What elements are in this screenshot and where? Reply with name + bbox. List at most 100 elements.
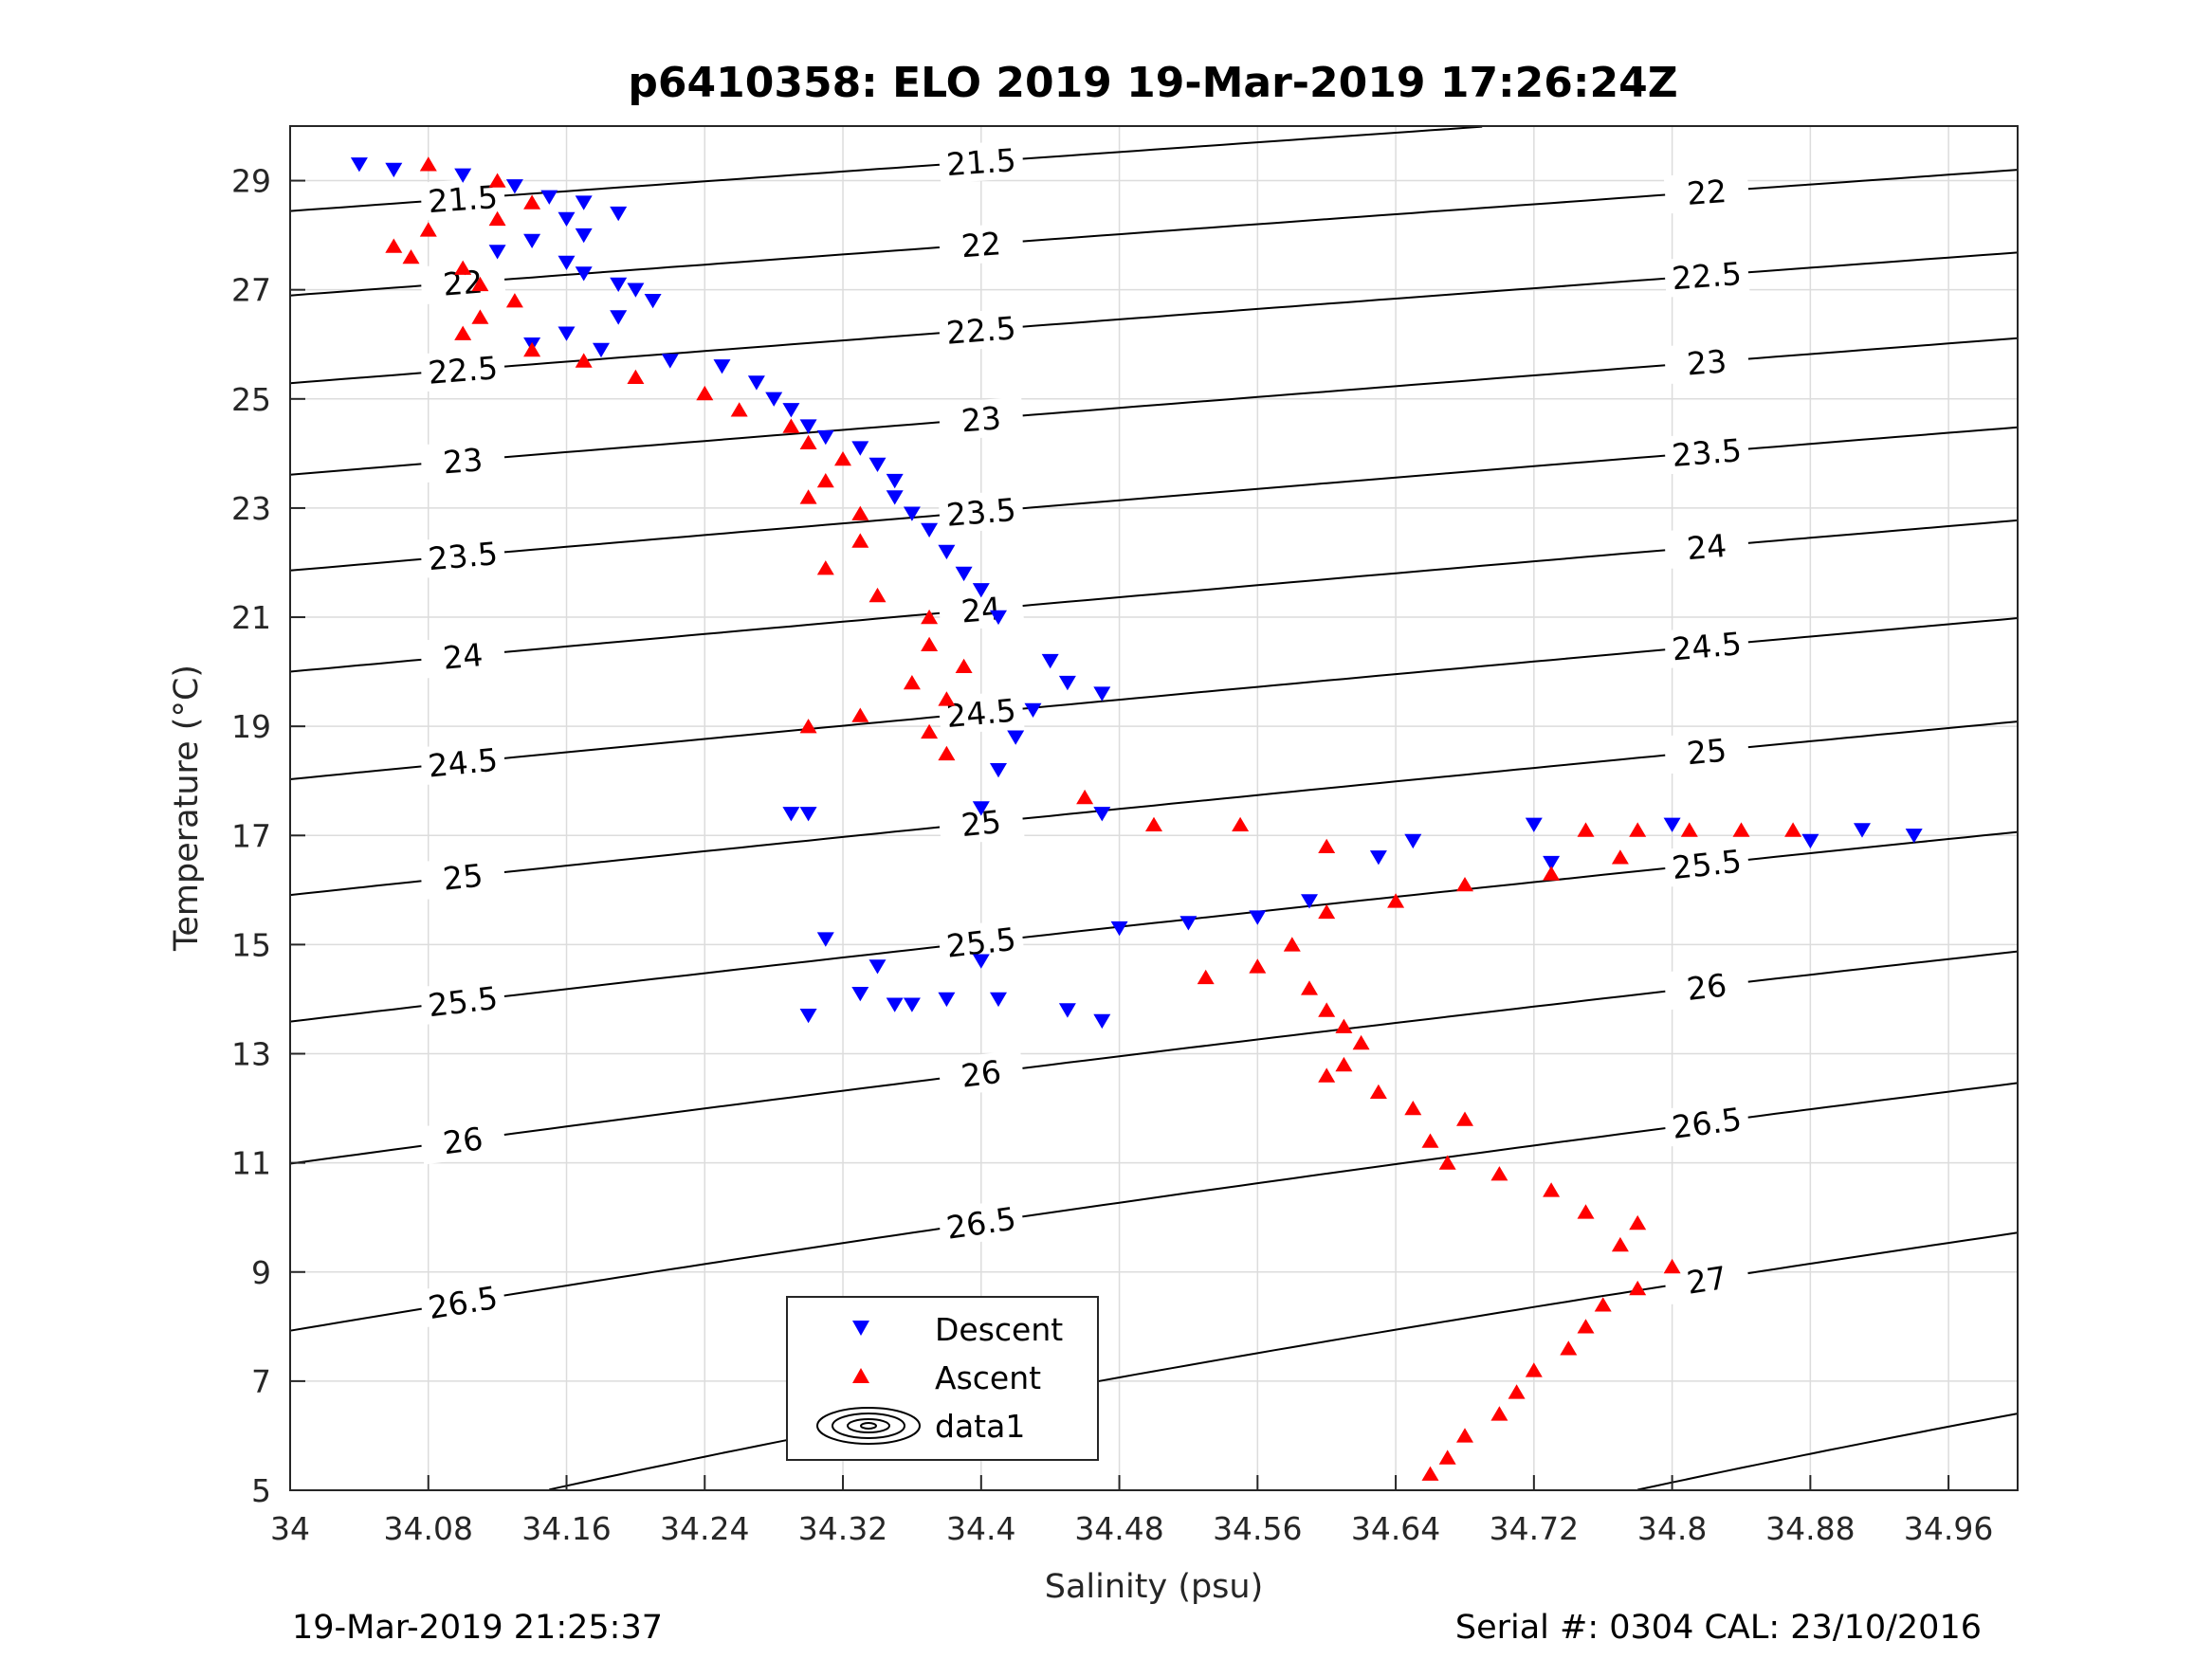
density-label-bg xyxy=(938,689,1025,736)
descent-point xyxy=(782,807,800,822)
series-ascent xyxy=(385,156,1802,1481)
descent-point xyxy=(1058,1003,1076,1018)
descent-point xyxy=(385,162,403,178)
ascent-point xyxy=(1301,980,1318,995)
ascent-point xyxy=(627,369,645,384)
ascent-point xyxy=(523,194,541,210)
density-contour-label: 25 xyxy=(1685,731,1728,772)
descent-point xyxy=(558,326,576,341)
ascent-point xyxy=(1438,1449,1456,1465)
density-contour-label: 24 xyxy=(442,636,484,677)
legend-data1-marker xyxy=(816,1407,921,1445)
chart-title: p6410358: ELO 2019 19-Mar-2019 17:26:24Z xyxy=(628,59,1677,107)
descent-point xyxy=(505,179,523,194)
y-tick-label: 21 xyxy=(231,599,271,636)
ascent-point xyxy=(851,707,869,722)
density-label-bg xyxy=(419,347,506,392)
descent-point xyxy=(1041,653,1059,669)
descent-point xyxy=(523,233,541,248)
descent-point xyxy=(1301,894,1318,909)
x-tick-label: 34.88 xyxy=(1765,1510,1855,1547)
density-label-bg xyxy=(938,587,1025,632)
ascent-point xyxy=(921,609,939,625)
ascent-point xyxy=(816,560,834,575)
density-label-bg xyxy=(938,307,1025,353)
ascent-point xyxy=(1560,1340,1578,1356)
ascent-point xyxy=(799,489,817,504)
density-label-bg xyxy=(419,853,507,901)
descent-point xyxy=(1093,1013,1111,1030)
density-label-bg xyxy=(1663,253,1750,298)
descent-point xyxy=(1369,850,1387,866)
ascent-point xyxy=(903,675,921,690)
ascent-point xyxy=(1629,822,1647,837)
density-label-bg xyxy=(419,738,506,786)
density-label-bg xyxy=(419,632,506,679)
density-contour-labels: 21.521.522222222.522.522.523232323.523.5… xyxy=(418,139,1751,1430)
descent-point xyxy=(1007,730,1025,745)
density-label-bg xyxy=(419,260,506,305)
ascent-point xyxy=(402,249,420,264)
descent-point xyxy=(955,566,973,582)
density-label-bg xyxy=(418,1276,507,1328)
y-tick-label: 19 xyxy=(231,708,271,745)
density-contour-line xyxy=(1636,1413,2019,1491)
ascent-point xyxy=(1577,1204,1595,1219)
ascent-point xyxy=(488,173,506,188)
ascent-point xyxy=(1784,822,1802,837)
descent-point xyxy=(1663,817,1681,832)
ascent-point xyxy=(419,222,437,237)
ascent-point xyxy=(1456,877,1473,892)
density-label-bg xyxy=(419,438,506,483)
density-label-bg xyxy=(419,533,506,578)
density-contour-label: 22.5 xyxy=(945,309,1017,351)
descent-point xyxy=(454,168,472,183)
ascent-point xyxy=(385,238,403,253)
y-tick-label: 15 xyxy=(231,926,271,963)
density-contour-label: 23.5 xyxy=(427,535,500,577)
ascent-point xyxy=(1283,937,1301,952)
ascent-point xyxy=(575,353,593,368)
ascent-point xyxy=(471,276,489,292)
density-contour-label: 22.5 xyxy=(1671,255,1743,297)
descent-point xyxy=(972,583,990,598)
y-tick-label: 17 xyxy=(231,817,271,854)
descent-point xyxy=(1801,833,1819,849)
y-tick-label: 7 xyxy=(251,1363,271,1400)
density-contour-label: 24.5 xyxy=(1671,625,1744,667)
ascent-point xyxy=(1663,1258,1681,1274)
ascent-point xyxy=(1508,1384,1526,1399)
density-contour-label: 26.5 xyxy=(1670,1101,1744,1146)
x-tick-label: 34 xyxy=(270,1510,310,1547)
descent-point xyxy=(938,544,956,560)
density-contour-label: 24 xyxy=(1686,527,1728,567)
descent-point xyxy=(1179,916,1197,931)
density-label-bg xyxy=(937,1048,1025,1098)
descent-point xyxy=(868,959,887,975)
descent-point xyxy=(799,807,817,822)
ascent-point xyxy=(1490,1406,1508,1421)
descent-point xyxy=(972,954,990,969)
ascent-point xyxy=(1629,1280,1647,1296)
ascent-point xyxy=(782,418,800,433)
descent-point xyxy=(903,506,921,521)
density-contour-label: 23.5 xyxy=(1671,431,1743,474)
ascent-point xyxy=(955,658,973,673)
ascent-point xyxy=(938,745,956,761)
ascent-point xyxy=(1732,822,1750,837)
descent-point xyxy=(575,228,593,244)
descent-point xyxy=(1854,823,1871,838)
footer-timestamp: 19-Mar-2019 21:25:37 xyxy=(292,1609,663,1647)
descent-point xyxy=(1525,817,1543,832)
ascent-point xyxy=(921,636,939,651)
ascent-point xyxy=(1456,1428,1473,1443)
x-tick-label: 34.96 xyxy=(1904,1510,1993,1547)
y-axis-label: Temperature (°C) xyxy=(168,665,206,952)
density-label-bg xyxy=(937,1197,1026,1248)
x-tick-label: 34.56 xyxy=(1213,1510,1302,1547)
density-label-bg xyxy=(1663,523,1750,570)
y-tick-label: 5 xyxy=(251,1472,271,1509)
density-contour-label: 24.5 xyxy=(944,691,1017,735)
descent-point xyxy=(938,992,956,1008)
ascent-point xyxy=(1421,1466,1439,1481)
